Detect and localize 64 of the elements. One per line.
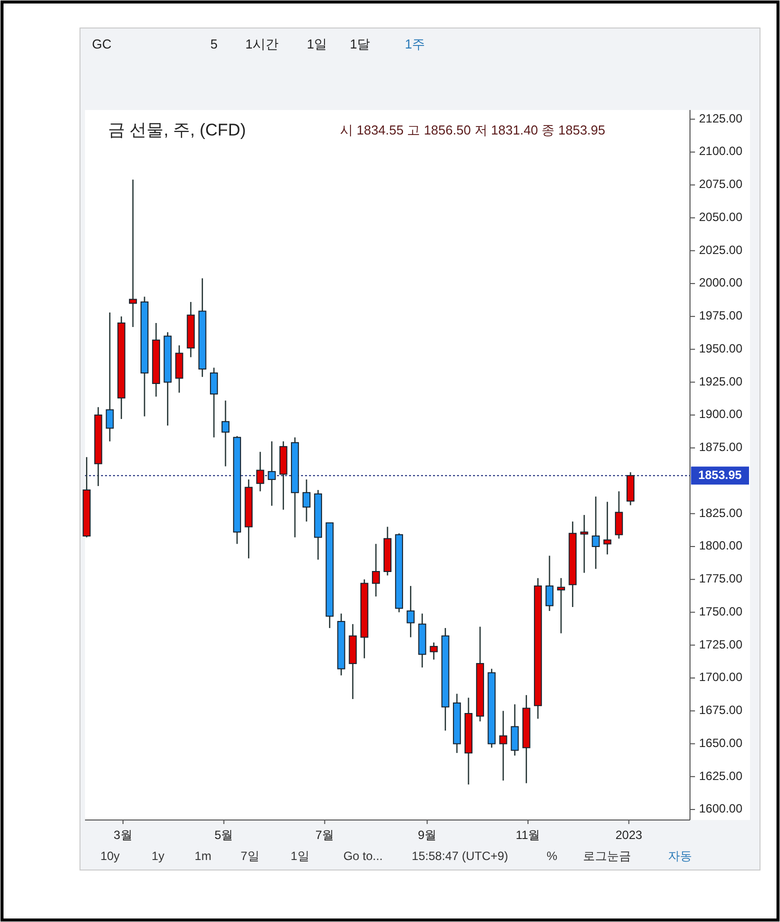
text: 1주 xyxy=(404,36,426,52)
text: 1시간 xyxy=(245,36,279,52)
y-tick-label: 1725.00 xyxy=(699,637,743,652)
text: 15:58:47 (UTC+9) xyxy=(412,849,508,864)
y-tick-label: 2025.00 xyxy=(699,242,743,257)
x-tick-label: 2023 xyxy=(615,828,643,842)
text: 로그눈금 xyxy=(583,849,631,864)
candlestick xyxy=(557,577,566,634)
text: 1달 xyxy=(350,36,370,52)
y-tick-label: 2100.00 xyxy=(699,144,743,158)
candlestick xyxy=(372,543,380,598)
y-tick-label: 2050.00 xyxy=(699,210,743,224)
text: 자동 xyxy=(668,849,692,864)
candlestick xyxy=(580,514,588,574)
y-tick-label: 1950.00 xyxy=(699,341,743,356)
candlestick xyxy=(222,400,230,467)
text: 1m xyxy=(194,849,212,864)
text: 금 선물, 주, (CFD) xyxy=(108,120,246,140)
y-tick-label: 1675.00 xyxy=(699,703,743,718)
x-tick-label: 11월 xyxy=(516,828,540,842)
y-tick-label: 1975.00 xyxy=(699,308,743,323)
text: 5 xyxy=(210,36,218,52)
y-tick-label: 1825.00 xyxy=(699,506,743,520)
text: 1y xyxy=(152,849,164,864)
candlestick xyxy=(603,501,612,556)
x-tick-label: 3월 xyxy=(114,828,132,842)
text: 시 1834.55 고 1856.50 저 1831.40 종 1853.95 xyxy=(340,122,606,138)
y-tick-label: 1625.00 xyxy=(699,768,743,783)
candlestick xyxy=(128,179,137,328)
candlestick xyxy=(592,496,600,570)
y-tick-label: 1750.00 xyxy=(699,604,743,618)
ref-line-label: 1853.95 xyxy=(698,468,742,482)
x-tick-label: 5월 xyxy=(214,828,234,842)
candlestick xyxy=(546,555,554,612)
y-tick-label: 1650.00 xyxy=(699,736,743,750)
candlestick xyxy=(430,642,438,660)
text: 1일 xyxy=(306,36,328,52)
candlestick xyxy=(106,312,114,442)
y-tick-label: 2000.00 xyxy=(699,276,743,290)
y-tick-label: 1700.00 xyxy=(699,670,743,684)
text: 1일 xyxy=(290,849,310,864)
candlestick xyxy=(210,367,218,438)
y-tick-label: 2125.00 xyxy=(699,111,743,126)
x-tick-label: 9월 xyxy=(418,828,437,842)
candlestick xyxy=(499,710,508,782)
candlestick xyxy=(302,478,310,522)
candlestick xyxy=(256,451,264,492)
text: 7일 xyxy=(240,849,260,864)
y-tick-label: 1900.00 xyxy=(699,407,743,422)
x-tick-label: 7월 xyxy=(315,828,334,842)
text: % xyxy=(546,849,558,864)
text: GC xyxy=(92,36,112,52)
text: Go to... xyxy=(343,849,383,864)
y-tick-label: 1600.00 xyxy=(699,802,743,816)
y-tick-label: 1875.00 xyxy=(699,440,743,454)
candlestick xyxy=(614,490,623,540)
y-tick-label: 1800.00 xyxy=(699,538,743,553)
y-tick-label: 1925.00 xyxy=(699,374,743,388)
candlestick xyxy=(268,440,276,506)
candlestick xyxy=(510,704,519,756)
y-tick-label: 1775.00 xyxy=(699,572,743,586)
candlestick xyxy=(406,585,415,638)
text: 10y xyxy=(100,849,120,864)
y-tick-label: 2075.00 xyxy=(699,177,743,192)
